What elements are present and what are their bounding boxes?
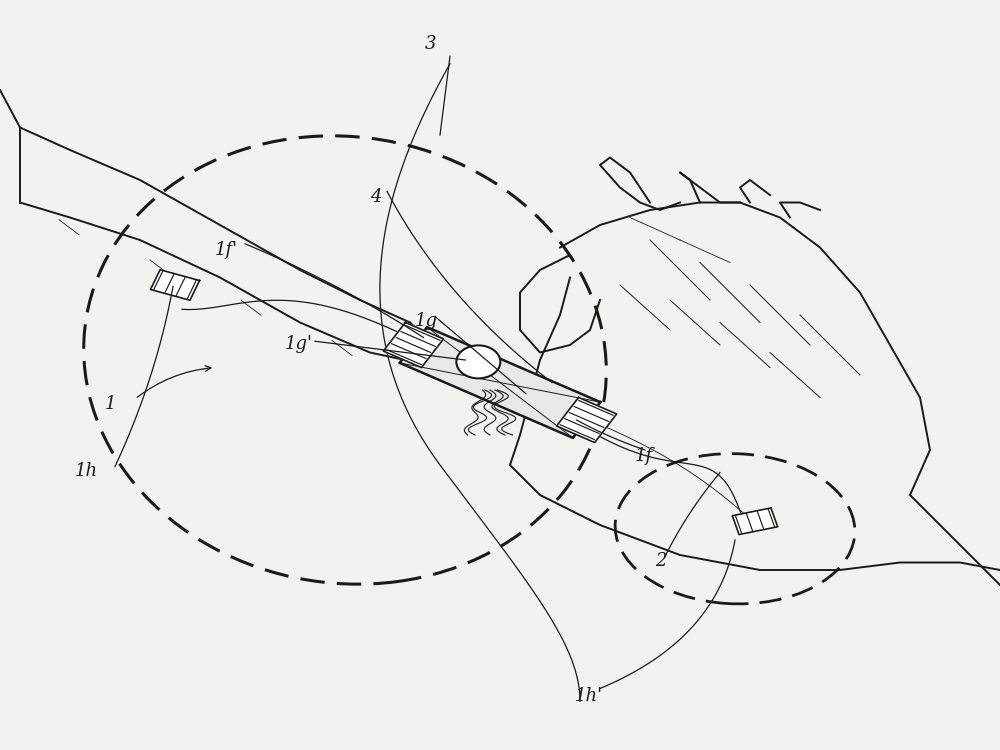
Text: 3: 3 — [425, 34, 436, 53]
Polygon shape — [557, 398, 617, 442]
Text: 1h': 1h' — [575, 687, 603, 705]
Text: 1h: 1h — [75, 462, 98, 480]
Text: 1g': 1g' — [285, 334, 313, 352]
Polygon shape — [383, 322, 443, 368]
Text: 1g: 1g — [415, 312, 438, 330]
Text: 1f': 1f' — [215, 241, 238, 259]
Text: 2: 2 — [655, 552, 666, 570]
Polygon shape — [400, 327, 600, 438]
Polygon shape — [150, 270, 200, 300]
Circle shape — [456, 346, 500, 379]
Text: 1f: 1f — [635, 447, 653, 465]
Polygon shape — [732, 508, 778, 535]
Text: 4: 4 — [370, 188, 382, 206]
Text: 1: 1 — [105, 394, 116, 412]
